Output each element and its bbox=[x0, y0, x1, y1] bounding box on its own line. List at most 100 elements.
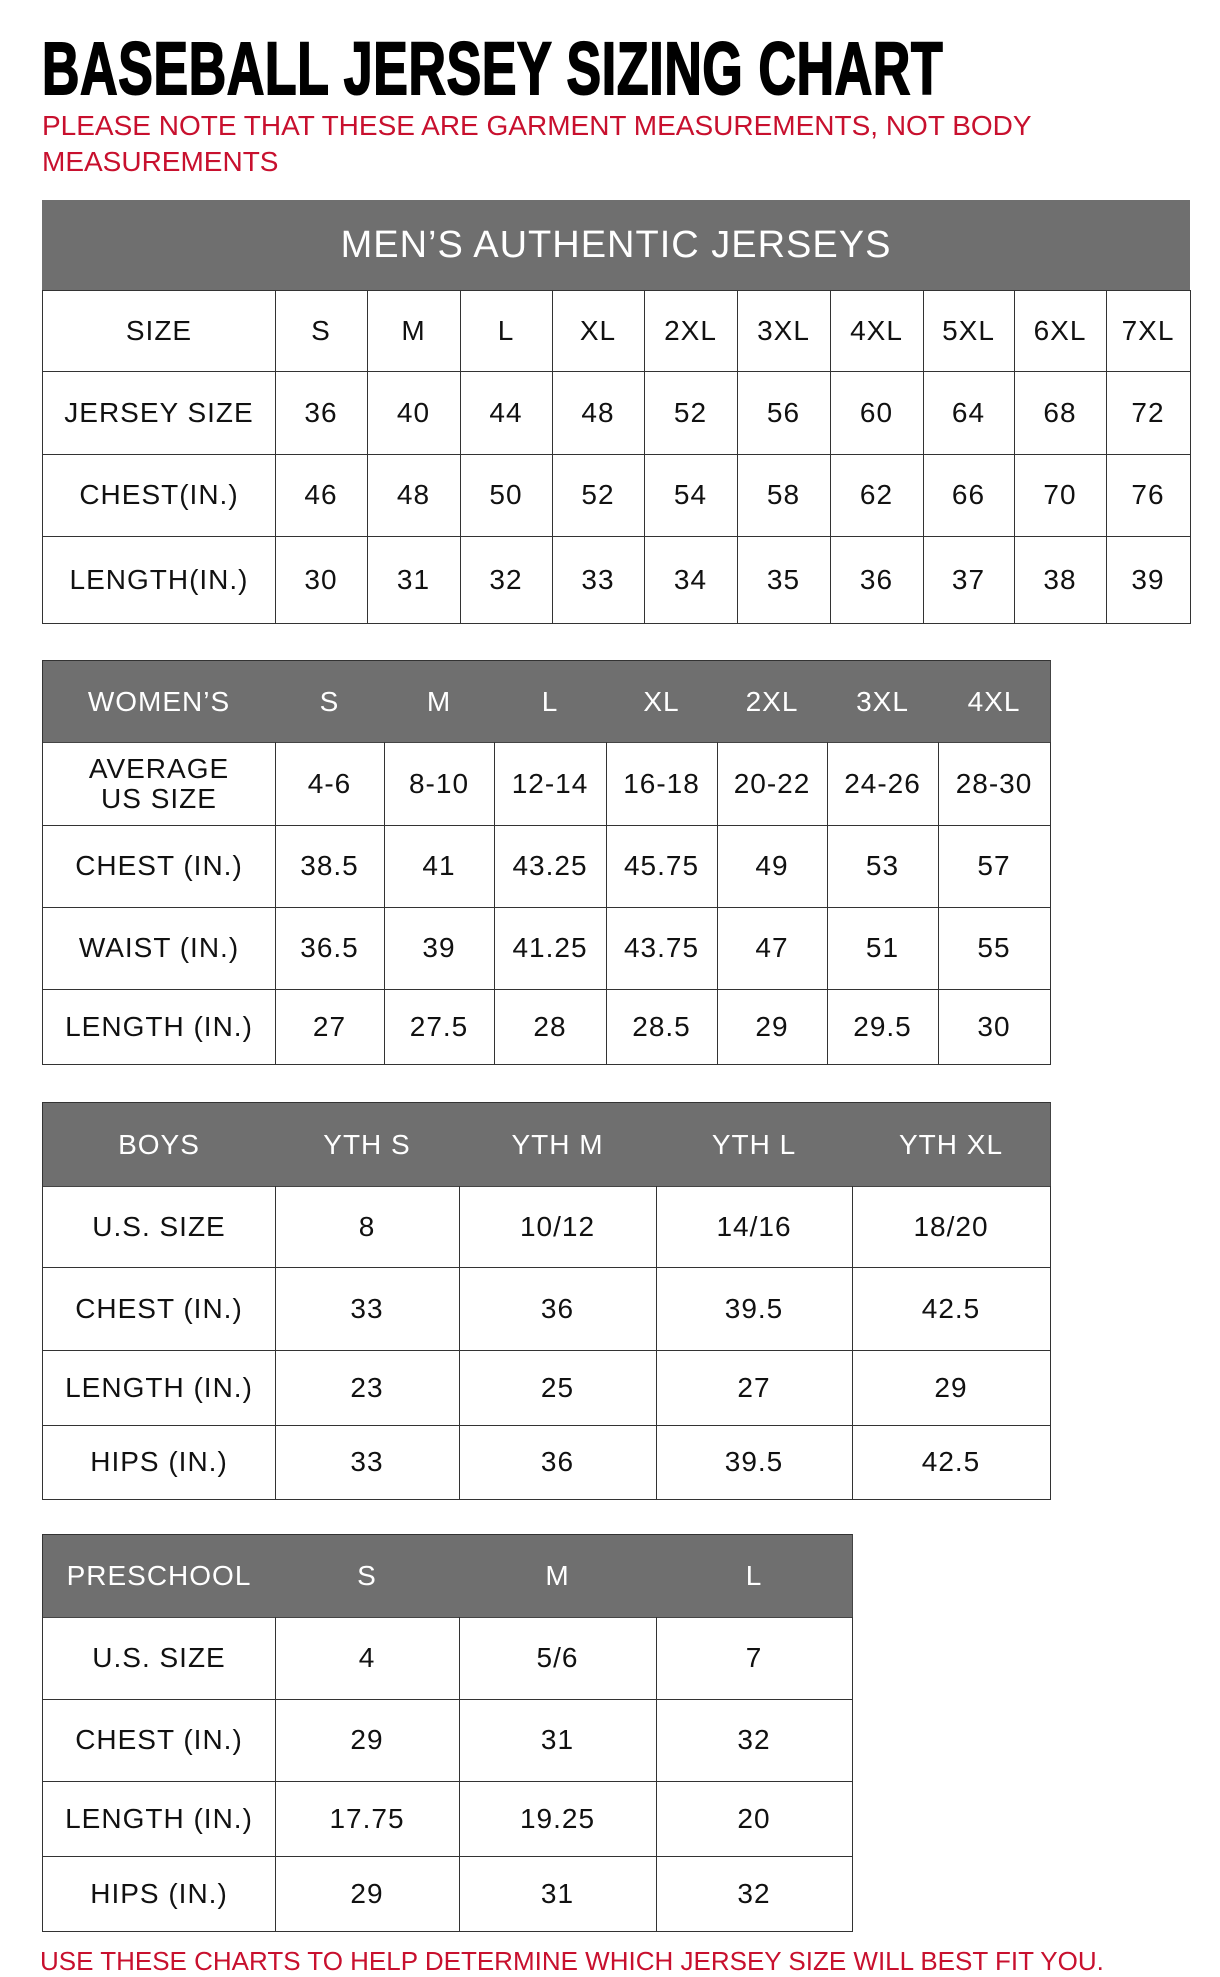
size-column-header: YTH XL bbox=[852, 1102, 1051, 1187]
table-cell: 27.5 bbox=[384, 989, 495, 1065]
table-cell: 7 bbox=[656, 1617, 853, 1700]
table-cell: 36 bbox=[275, 371, 368, 455]
table-cell: 44 bbox=[460, 371, 553, 455]
row-label: CHEST (IN.) bbox=[42, 1699, 276, 1782]
table-cell: 17.75 bbox=[275, 1781, 460, 1857]
table-cell: 57 bbox=[938, 825, 1051, 908]
size-column-header: L bbox=[494, 660, 607, 743]
row-label: HIPS (IN.) bbox=[42, 1856, 276, 1932]
table-cell: 33 bbox=[552, 536, 645, 624]
table-cell: 12-14 bbox=[494, 742, 607, 826]
table-cell: 20 bbox=[656, 1781, 853, 1857]
table-cell: 5/6 bbox=[459, 1617, 657, 1700]
table-corner-label: SIZE bbox=[42, 290, 276, 372]
table-cell: 29 bbox=[275, 1856, 460, 1932]
table-cell: 30 bbox=[275, 536, 368, 624]
row-label: JERSEY SIZE bbox=[42, 371, 276, 455]
table-cell: 8 bbox=[275, 1186, 460, 1268]
table-cell: 31 bbox=[367, 536, 461, 624]
size-column-header: 7XL bbox=[1106, 290, 1191, 372]
table-cell: 18/20 bbox=[852, 1186, 1051, 1268]
table-cell: 31 bbox=[459, 1856, 657, 1932]
table-cell: 39 bbox=[384, 907, 495, 990]
page-title: BASEBALL JERSEY SIZING CHART bbox=[41, 26, 944, 111]
table-cell: 33 bbox=[275, 1425, 460, 1500]
table-cell: 36.5 bbox=[275, 907, 385, 990]
table-cell: 10/12 bbox=[459, 1186, 657, 1268]
table-cell: 37 bbox=[923, 536, 1015, 624]
table-cell: 35 bbox=[737, 536, 831, 624]
table-cell: 51 bbox=[827, 907, 939, 990]
size-column-header: S bbox=[275, 290, 368, 372]
table-cell: 54 bbox=[644, 454, 738, 537]
row-label: LENGTH(IN.) bbox=[42, 536, 276, 624]
row-label: LENGTH (IN.) bbox=[42, 1350, 276, 1426]
size-column-header: 3XL bbox=[737, 290, 831, 372]
size-column-header: YTH S bbox=[275, 1102, 460, 1187]
table-cell: 39.5 bbox=[656, 1425, 853, 1500]
table-cell: 70 bbox=[1014, 454, 1107, 537]
table-cell: 4-6 bbox=[275, 742, 385, 826]
table-cell: 20-22 bbox=[717, 742, 828, 826]
table-cell: 52 bbox=[644, 371, 738, 455]
row-label: CHEST (IN.) bbox=[42, 825, 276, 908]
table-title: MEN’S AUTHENTIC JERSEYS bbox=[42, 200, 1190, 290]
table-cell: 76 bbox=[1106, 454, 1191, 537]
row-label: LENGTH (IN.) bbox=[42, 989, 276, 1065]
table-cell: 34 bbox=[644, 536, 738, 624]
table-cell: 32 bbox=[656, 1856, 853, 1932]
table-corner-label: BOYS bbox=[42, 1102, 276, 1187]
table-cell: 27 bbox=[656, 1350, 853, 1426]
size-column-header: M bbox=[384, 660, 495, 743]
table-cell: 58 bbox=[737, 454, 831, 537]
size-column-header: 2XL bbox=[644, 290, 738, 372]
size-column-header: XL bbox=[552, 290, 645, 372]
row-label: U.S. SIZE bbox=[42, 1186, 276, 1268]
table-cell: 19.25 bbox=[459, 1781, 657, 1857]
table-cell: 8-10 bbox=[384, 742, 495, 826]
table-cell: 46 bbox=[275, 454, 368, 537]
table-cell: 39 bbox=[1106, 536, 1191, 624]
size-column-header: M bbox=[459, 1534, 657, 1618]
table-cell: 62 bbox=[830, 454, 924, 537]
table-cell: 72 bbox=[1106, 371, 1191, 455]
table-cell: 42.5 bbox=[852, 1267, 1051, 1351]
table-cell: 33 bbox=[275, 1267, 460, 1351]
table-cell: 27 bbox=[275, 989, 385, 1065]
table-cell: 28 bbox=[494, 989, 607, 1065]
size-column-header: S bbox=[275, 660, 385, 743]
size-column-header: L bbox=[460, 290, 553, 372]
table-cell: 29.5 bbox=[827, 989, 939, 1065]
table-cell: 36 bbox=[459, 1425, 657, 1500]
table-cell: 32 bbox=[460, 536, 553, 624]
table-cell: 14/16 bbox=[656, 1186, 853, 1268]
table-corner-label: PRESCHOOL bbox=[42, 1534, 276, 1618]
size-column-header: XL bbox=[606, 660, 718, 743]
row-label: LENGTH (IN.) bbox=[42, 1781, 276, 1857]
table-cell: 16-18 bbox=[606, 742, 718, 826]
row-label: AVERAGE US SIZE bbox=[42, 742, 276, 826]
table-cell: 4 bbox=[275, 1617, 460, 1700]
table-cell: 43.75 bbox=[606, 907, 718, 990]
row-label: CHEST (IN.) bbox=[42, 1267, 276, 1351]
table-cell: 68 bbox=[1014, 371, 1107, 455]
table-cell: 28-30 bbox=[938, 742, 1051, 826]
table-cell: 29 bbox=[275, 1699, 460, 1782]
table-cell: 42.5 bbox=[852, 1425, 1051, 1500]
table-cell: 64 bbox=[923, 371, 1015, 455]
row-label: WAIST (IN.) bbox=[42, 907, 276, 990]
table-cell: 50 bbox=[460, 454, 553, 537]
table-cell: 55 bbox=[938, 907, 1051, 990]
size-column-header: YTH M bbox=[459, 1102, 657, 1187]
table-cell: 53 bbox=[827, 825, 939, 908]
table-cell: 29 bbox=[852, 1350, 1051, 1426]
table-cell: 47 bbox=[717, 907, 828, 990]
size-column-header: YTH L bbox=[656, 1102, 853, 1187]
table-cell: 29 bbox=[717, 989, 828, 1065]
table-cell: 28.5 bbox=[606, 989, 718, 1065]
row-label: HIPS (IN.) bbox=[42, 1425, 276, 1500]
table-cell: 23 bbox=[275, 1350, 460, 1426]
table-cell: 24-26 bbox=[827, 742, 939, 826]
size-column-header: 4XL bbox=[938, 660, 1051, 743]
table-cell: 45.75 bbox=[606, 825, 718, 908]
